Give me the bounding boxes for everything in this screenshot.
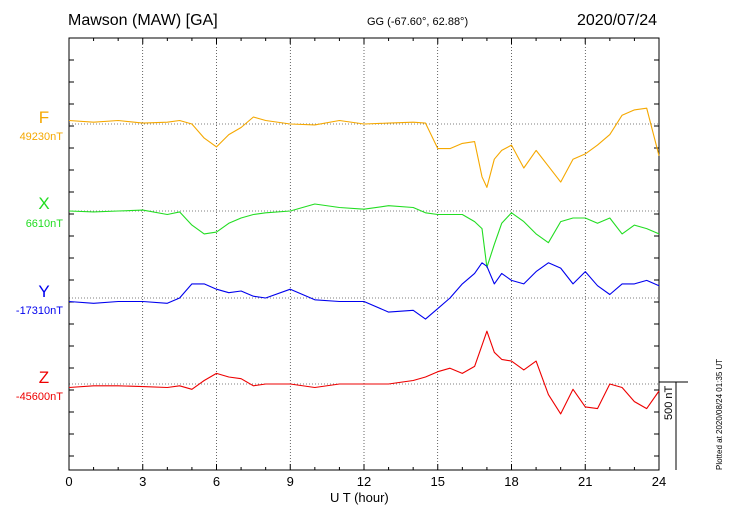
chart-date: 2020/07/24 (577, 12, 658, 29)
x-tick-label: 3 (139, 474, 147, 489)
series-line-y (68, 262, 660, 320)
scale-bar (659, 381, 688, 470)
x-tick-label: 21 (578, 474, 593, 489)
component-letter-z: Z (38, 368, 50, 387)
component-letter-x: X (38, 194, 50, 213)
station-coordinates: GG (-67.60°, 62.88°) (367, 16, 469, 28)
x-axis-label: U T (hour) (330, 490, 389, 505)
plotted-timestamp: Plotted at 2020/08/24 01:35 UT (715, 358, 724, 470)
component-letter-y: Y (38, 282, 50, 301)
series-line-x (68, 203, 660, 268)
component-baseline-x: 6610nT (25, 218, 63, 230)
station-title: Mawson (MAW) [GA] (68, 12, 218, 29)
x-tick-label: 0 (65, 474, 73, 489)
grid-lines (142, 38, 586, 470)
x-tick-label: 12 (356, 474, 372, 489)
x-tick-label: 6 (212, 474, 221, 489)
series-line-z (68, 330, 660, 415)
x-tick-label: 24 (651, 474, 667, 489)
component-baseline-z: -45600nT (15, 391, 63, 403)
x-tick-label: 18 (504, 474, 519, 489)
component-baseline-y: -17310nT (15, 305, 63, 317)
x-tick-label: 15 (430, 474, 445, 489)
series-line-f (68, 107, 660, 188)
scale-bar-label: 500 nT (663, 385, 675, 420)
x-tick-label: 9 (286, 474, 294, 489)
series-lines (68, 107, 660, 415)
component-letter-f: F (38, 108, 50, 127)
component-baseline-f: 49230nT (19, 131, 63, 143)
axis-ticks (68, 38, 660, 470)
